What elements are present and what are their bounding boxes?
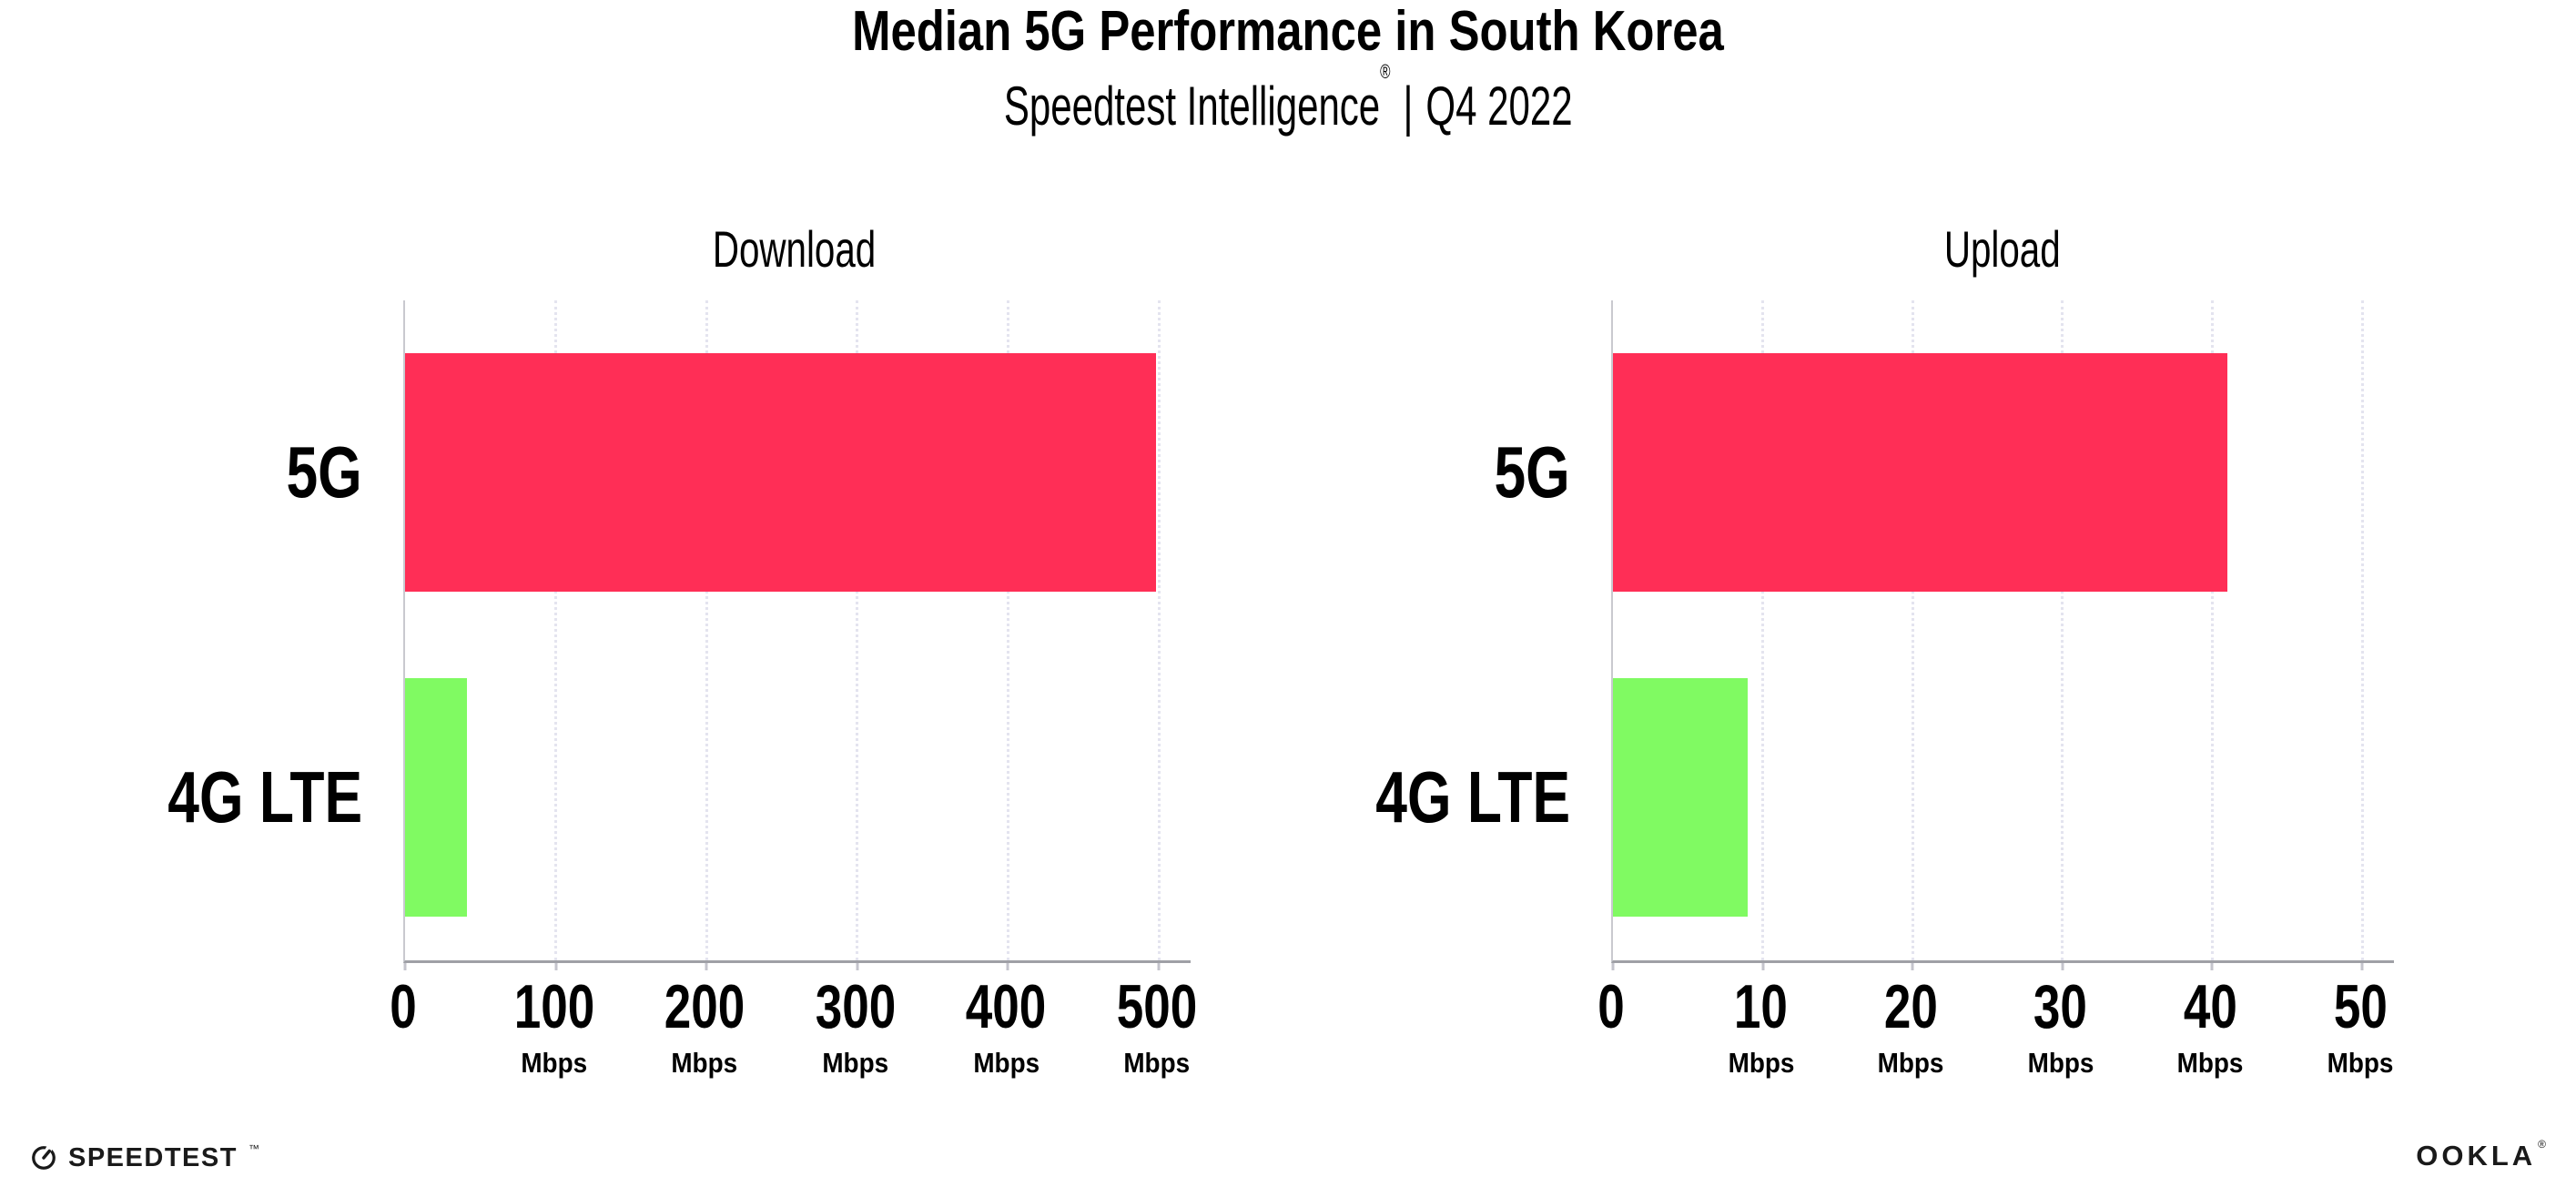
gridline-200-download (705, 300, 708, 960)
row-label-5g-download: 5G (286, 431, 362, 512)
x-tick-unit: Mbps (2176, 1047, 2244, 1079)
x-tick-unit: Mbps (2327, 1047, 2394, 1079)
speedtest-gauge-icon (30, 1144, 57, 1172)
ookla-wordmark: OOKLA (2416, 1140, 2537, 1172)
x-tick-label-400-download: 400 Mbps (955, 976, 1058, 1077)
x-tick-value: 30 (2033, 972, 2088, 1041)
axis-tick-50-upload (2360, 963, 2364, 970)
subtitle-period: Q4 2022 (1425, 76, 1573, 137)
x-tick-label-500-download: 500 Mbps (1105, 976, 1208, 1077)
axis-tick-400-download (1006, 963, 1009, 970)
axis-tick-30-upload (2061, 963, 2064, 970)
x-tick-label-300-download: 300 Mbps (804, 976, 907, 1077)
x-tick-label-30-upload: 30 Mbps (2023, 976, 2097, 1077)
x-tick-value: 0 (390, 972, 417, 1041)
axis-tick-200-download (705, 963, 708, 970)
axis-tick-40-upload (2210, 963, 2214, 970)
row-label-4g-lte-download: 4G LTE (167, 756, 362, 837)
row-label-4g-lte-upload: 4G LTE (1375, 756, 1570, 837)
bar-4g-lte-upload (1613, 678, 1749, 917)
registered-mark: ® (1379, 60, 1391, 83)
upload-chart: Upload 0 10 Mbps 20 Mbps 30 Mbps 40 Mbps 50 Mbps 5G… (1311, 218, 2399, 1138)
x-tick-unit: Mbps (1123, 1047, 1191, 1079)
x-tick-unit: Mbps (1877, 1047, 1944, 1079)
row-label-5g-upload: 5G (1494, 431, 1570, 512)
x-tick-value: 400 (966, 972, 1047, 1041)
x-tick-value: 200 (664, 972, 745, 1041)
gridline-400-download (1006, 300, 1009, 960)
figure-subtitle: Speedtest Intelligence® | Q4 2022 (0, 60, 2576, 137)
axis-tick-0-download (403, 963, 407, 970)
x-tick-value: 50 (2333, 972, 2388, 1041)
gridline-100-download (554, 300, 558, 960)
ookla-registered-mark: ® (2538, 1138, 2546, 1151)
speedtest-logo: SPEEDTEST ™ (30, 1142, 259, 1172)
x-tick-unit: Mbps (822, 1047, 889, 1079)
x-tick-unit: Mbps (1728, 1047, 1795, 1079)
axis-tick-0-upload (1611, 963, 1615, 970)
x-tick-label-0-download: 0 (386, 976, 421, 1038)
gridline-30-upload (2061, 300, 2064, 960)
x-tick-value: 40 (2183, 972, 2237, 1041)
x-tick-unit: Mbps (2027, 1047, 2094, 1079)
figure-title: Median 5G Performance in South Korea (852, 0, 1724, 63)
speedtest-trademark: ™ (248, 1142, 259, 1155)
gridline-40-upload (2210, 300, 2214, 960)
x-tick-value: 500 (1116, 972, 1198, 1041)
axis-tick-20-upload (1911, 963, 1914, 970)
gridline-500-download (1157, 300, 1161, 960)
x-tick-label-40-upload: 40 Mbps (2174, 976, 2247, 1077)
x-tick-label-20-upload: 20 Mbps (1874, 976, 1948, 1077)
gridline-10-upload (1761, 300, 1765, 960)
speedtest-wordmark: SPEEDTEST (68, 1142, 238, 1172)
x-tick-unit: Mbps (972, 1047, 1040, 1079)
ookla-logo: OOKLA ® (2416, 1138, 2546, 1172)
x-tick-value: 100 (513, 972, 594, 1041)
download-plot-area (403, 300, 1191, 970)
upload-chart-title: Upload (1944, 220, 2061, 278)
axis-tick-10-upload (1761, 963, 1765, 970)
x-tick-value: 20 (1883, 972, 1938, 1041)
axis-tick-300-download (856, 963, 859, 970)
x-tick-value: 0 (1597, 972, 1625, 1041)
x-tick-unit: Mbps (521, 1047, 588, 1079)
download-chart-title: Download (713, 220, 877, 278)
bar-4g-lte-download (405, 678, 467, 917)
x-tick-label-200-download: 200 Mbps (653, 976, 756, 1077)
bar-5g-upload (1613, 353, 2227, 592)
gridline-50-upload (2360, 300, 2364, 960)
gridline-300-download (856, 300, 859, 960)
x-tick-unit: Mbps (671, 1047, 738, 1079)
x-tick-value: 300 (815, 972, 897, 1041)
x-tick-label-10-upload: 10 Mbps (1724, 976, 1798, 1077)
subtitle-separator: | (1403, 76, 1414, 137)
download-chart: Download 0 100 Mbps 200 Mbps 300 Mbps 400 Mbps 50… (103, 218, 1197, 1138)
x-tick-label-0-upload: 0 (1594, 976, 1628, 1038)
x-tick-label-100-download: 100 Mbps (502, 976, 605, 1077)
upload-plot-area (1611, 300, 2394, 970)
bar-5g-download (405, 353, 1156, 592)
x-tick-value: 10 (1734, 972, 1789, 1041)
axis-tick-500-download (1157, 963, 1161, 970)
subtitle-brand: Speedtest Intelligence (1003, 76, 1380, 137)
gridline-20-upload (1911, 300, 1914, 960)
axis-tick-100-download (554, 963, 558, 970)
x-tick-label-50-upload: 50 Mbps (2324, 976, 2398, 1077)
